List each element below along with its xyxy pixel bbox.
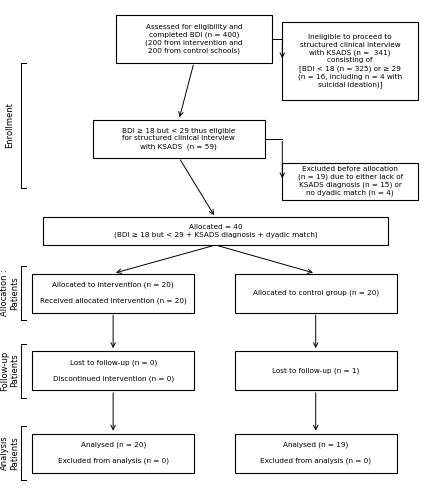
Text: Allocated = 40
(BDI ≥ 18 but < 29 + KSADS diagnosis + dyadic match): Allocated = 40 (BDI ≥ 18 but < 29 + KSAD… <box>114 224 316 238</box>
Text: Allocated to intervention (n = 20)

Received allocated intervention (n = 20): Allocated to intervention (n = 20) Recei… <box>40 282 186 304</box>
Text: Enrollment: Enrollment <box>5 102 14 148</box>
Text: Ineligible to proceed to
structured clinical interview
with KSADS (n =  341)
con: Ineligible to proceed to structured clin… <box>298 34 401 88</box>
Bar <box>43 218 387 245</box>
Text: Lost to follow-up (n = 1): Lost to follow-up (n = 1) <box>271 367 359 374</box>
Text: Allocation :
Patients: Allocation : Patients <box>0 270 19 316</box>
Bar <box>116 15 271 62</box>
Text: Allocated to control group (n = 20): Allocated to control group (n = 20) <box>252 290 378 296</box>
Bar <box>282 162 417 200</box>
Bar <box>32 351 194 390</box>
Bar <box>92 120 264 158</box>
Bar <box>234 351 396 390</box>
Bar <box>32 434 194 472</box>
Text: Analysis
Patients: Analysis Patients <box>0 436 19 470</box>
Text: Assessed for eligibility and
completed BDI (n = 400)
(200 from intervention and
: Assessed for eligibility and completed B… <box>145 24 242 54</box>
Bar <box>32 274 194 312</box>
Bar <box>234 434 396 472</box>
Text: Analysed (n = 19)

Excluded from analysis (n = 0): Analysed (n = 19) Excluded from analysis… <box>260 442 370 464</box>
Text: Follow-up
Patients: Follow-up Patients <box>0 350 19 391</box>
Text: Analysed (n = 20)

Excluded from analysis (n = 0): Analysed (n = 20) Excluded from analysis… <box>58 442 168 464</box>
Text: BDI ≥ 18 but < 29 thus eligible
for structured clinical interview
with KSADS  (n: BDI ≥ 18 but < 29 thus eligible for stru… <box>122 128 235 150</box>
Text: Excluded before allocation
(n = 19) due to either lack of
KSADS diagnosis (n = 1: Excluded before allocation (n = 19) due … <box>297 166 402 196</box>
Text: Lost to follow-up (n = 0)

Discontinued intervention (n = 0): Lost to follow-up (n = 0) Discontinued i… <box>52 360 173 382</box>
Bar <box>282 22 417 100</box>
Bar <box>234 274 396 312</box>
